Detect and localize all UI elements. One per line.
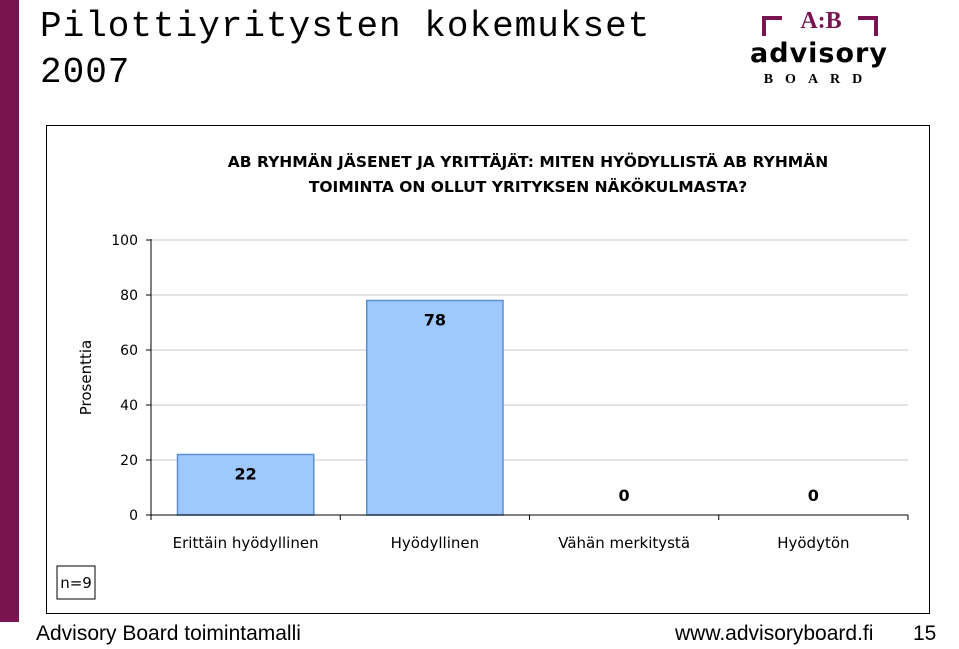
y-tick-label: 20 xyxy=(120,453,138,469)
y-axis-label: Prosenttia xyxy=(77,340,95,415)
advisory-board-logo: A:B advisory BOARD xyxy=(724,6,914,96)
sample-size-label: n=9 xyxy=(60,574,92,592)
x-tick-label: Vähän merkitystä xyxy=(558,534,690,552)
logo-ab-mark: A:B xyxy=(800,8,842,34)
page-number: 15 xyxy=(913,622,937,645)
data-label: 22 xyxy=(234,465,256,484)
logo-board-text: BOARD xyxy=(763,72,875,87)
data-label: 0 xyxy=(808,486,819,505)
y-tick-label: 40 xyxy=(120,398,138,414)
sample-size-box xyxy=(56,565,96,600)
footer-url: www.advisoryboard.fi xyxy=(675,622,874,645)
y-tick-label: 60 xyxy=(120,343,138,359)
data-label: 0 xyxy=(619,486,630,505)
data-label: 78 xyxy=(424,311,446,330)
chart-title-line: AB RYHMÄN JÄSENET JA YRITTÄJÄT: MITEN HY… xyxy=(228,152,828,171)
footer-left-text: Advisory Board toimintamalli xyxy=(36,622,301,645)
bar xyxy=(365,299,504,516)
logo-bracket-right xyxy=(858,16,878,36)
y-tick-label: 0 xyxy=(129,508,138,524)
x-tick-label: Hyödyllinen xyxy=(391,534,479,552)
logo-advisory-text: advisory xyxy=(750,38,888,69)
bar xyxy=(176,453,315,516)
slide-title: Pilottiyritysten kokemukset 2007 xyxy=(40,6,651,93)
chart-frame: AB RYHMÄN JÄSENET JA YRITTÄJÄT: MITEN HY… xyxy=(46,125,930,614)
accent-bar xyxy=(0,0,19,622)
x-tick-label: Hyödytön xyxy=(777,534,849,552)
y-tick-label: 80 xyxy=(120,288,138,304)
chart-title-line: TOIMINTA ON OLLUT YRITYKSEN NÄKÖKULMASTA… xyxy=(309,177,747,196)
bar-chart: AB RYHMÄN JÄSENET JA YRITTÄJÄT: MITEN HY… xyxy=(56,152,909,600)
x-tick-label: Erittäin hyödyllinen xyxy=(173,534,319,552)
logo-bracket-left xyxy=(762,16,782,36)
y-tick-label: 100 xyxy=(111,233,138,249)
